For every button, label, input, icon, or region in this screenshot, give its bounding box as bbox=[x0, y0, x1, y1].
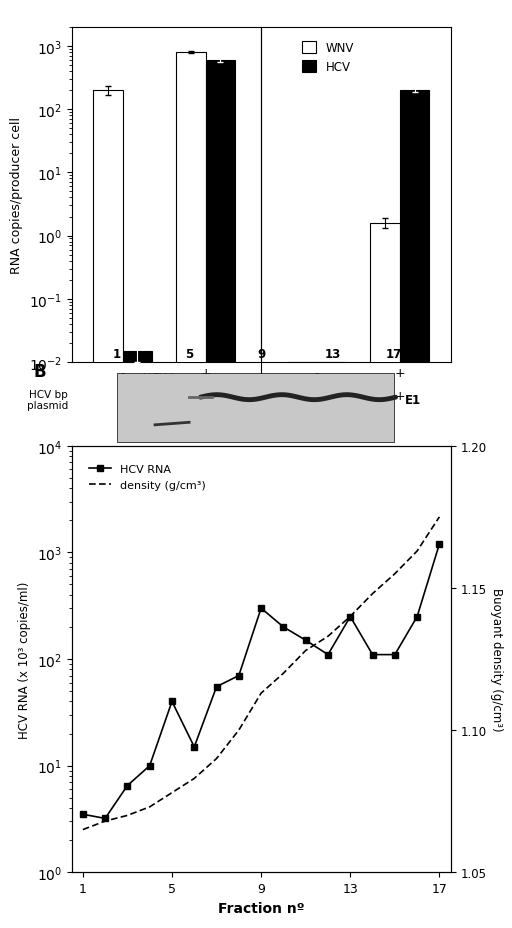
Bar bbox=[176, 53, 206, 928]
Text: +: + bbox=[394, 367, 405, 380]
Text: -: - bbox=[120, 367, 125, 380]
Bar bbox=[287, 363, 316, 928]
Text: 1: 1 bbox=[113, 348, 121, 361]
Text: 9: 9 bbox=[257, 348, 265, 361]
Y-axis label: RNA copies/producer cell: RNA copies/producer cell bbox=[10, 117, 23, 274]
Text: 13: 13 bbox=[325, 348, 341, 361]
Text: +: + bbox=[200, 390, 211, 403]
Text: SN: SN bbox=[350, 376, 367, 389]
Legend: WNV, HCV: WNV, HCV bbox=[297, 37, 359, 79]
Text: HCV bp: HCV bp bbox=[143, 372, 185, 382]
Text: plasmid: plasmid bbox=[142, 381, 186, 392]
Bar bbox=[316, 363, 346, 928]
FancyBboxPatch shape bbox=[117, 373, 394, 442]
Y-axis label: HCV RNA (x 10³ copies/ml): HCV RNA (x 10³ copies/ml) bbox=[18, 581, 31, 738]
Bar bbox=[370, 224, 400, 928]
Text: -: - bbox=[314, 367, 319, 380]
Text: HCV bp
plasmid: HCV bp plasmid bbox=[27, 390, 68, 411]
Text: 5: 5 bbox=[185, 348, 193, 361]
Y-axis label: Buoyant density (g/cm³): Buoyant density (g/cm³) bbox=[490, 587, 503, 731]
Text: E1: E1 bbox=[405, 393, 421, 406]
Text: -: - bbox=[314, 390, 319, 403]
Bar bbox=[400, 91, 429, 928]
Text: +: + bbox=[200, 367, 211, 380]
X-axis label: Fraction nº: Fraction nº bbox=[218, 900, 304, 915]
Bar bbox=[93, 91, 122, 928]
Text: +: + bbox=[394, 390, 405, 403]
Text: B: B bbox=[34, 363, 47, 380]
Bar bbox=[206, 61, 235, 928]
Text: -: - bbox=[120, 390, 125, 403]
Text: 17: 17 bbox=[386, 348, 402, 361]
Bar bbox=[122, 352, 152, 928]
Text: cells: cells bbox=[150, 376, 178, 389]
Legend: HCV RNA, density (g/cm³): HCV RNA, density (g/cm³) bbox=[85, 460, 210, 495]
